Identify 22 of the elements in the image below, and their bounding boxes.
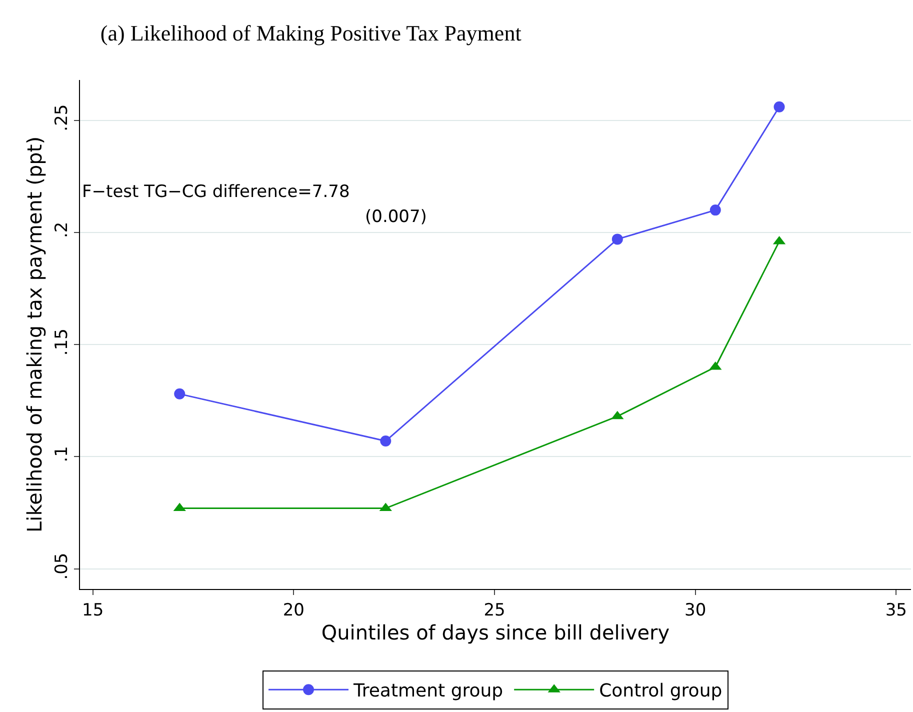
y-tick-label: .2 xyxy=(52,222,72,238)
legend-label: Control group xyxy=(599,680,722,702)
x-tick-label: 15 xyxy=(82,600,104,620)
point xyxy=(380,436,392,447)
annotation: (0.007) xyxy=(365,207,427,227)
x-tick-label: 20 xyxy=(282,600,304,620)
x-tick-label: 25 xyxy=(484,600,506,620)
x-axis-title: Quintiles of days since bill delivery xyxy=(321,620,670,644)
y-tick-label: .05 xyxy=(52,552,72,580)
chart-title: (a) Likelihood of Making Positive Tax Payment xyxy=(100,20,522,46)
y-axis-title: Likelihood of making tax payment (ppt) xyxy=(22,136,47,533)
x-tick-label: 30 xyxy=(684,600,706,620)
point xyxy=(710,204,721,216)
y-tick-label: .15 xyxy=(52,328,72,356)
point xyxy=(612,234,623,245)
y-tick-label: .25 xyxy=(52,104,72,132)
point xyxy=(774,101,785,112)
point xyxy=(174,388,186,400)
annotation: F−test TG−CG difference=7.78 xyxy=(82,182,350,202)
legend-label: Treatment group xyxy=(352,680,504,702)
y-tick-label: .1 xyxy=(52,446,72,462)
x-tick-label: 35 xyxy=(885,600,907,620)
